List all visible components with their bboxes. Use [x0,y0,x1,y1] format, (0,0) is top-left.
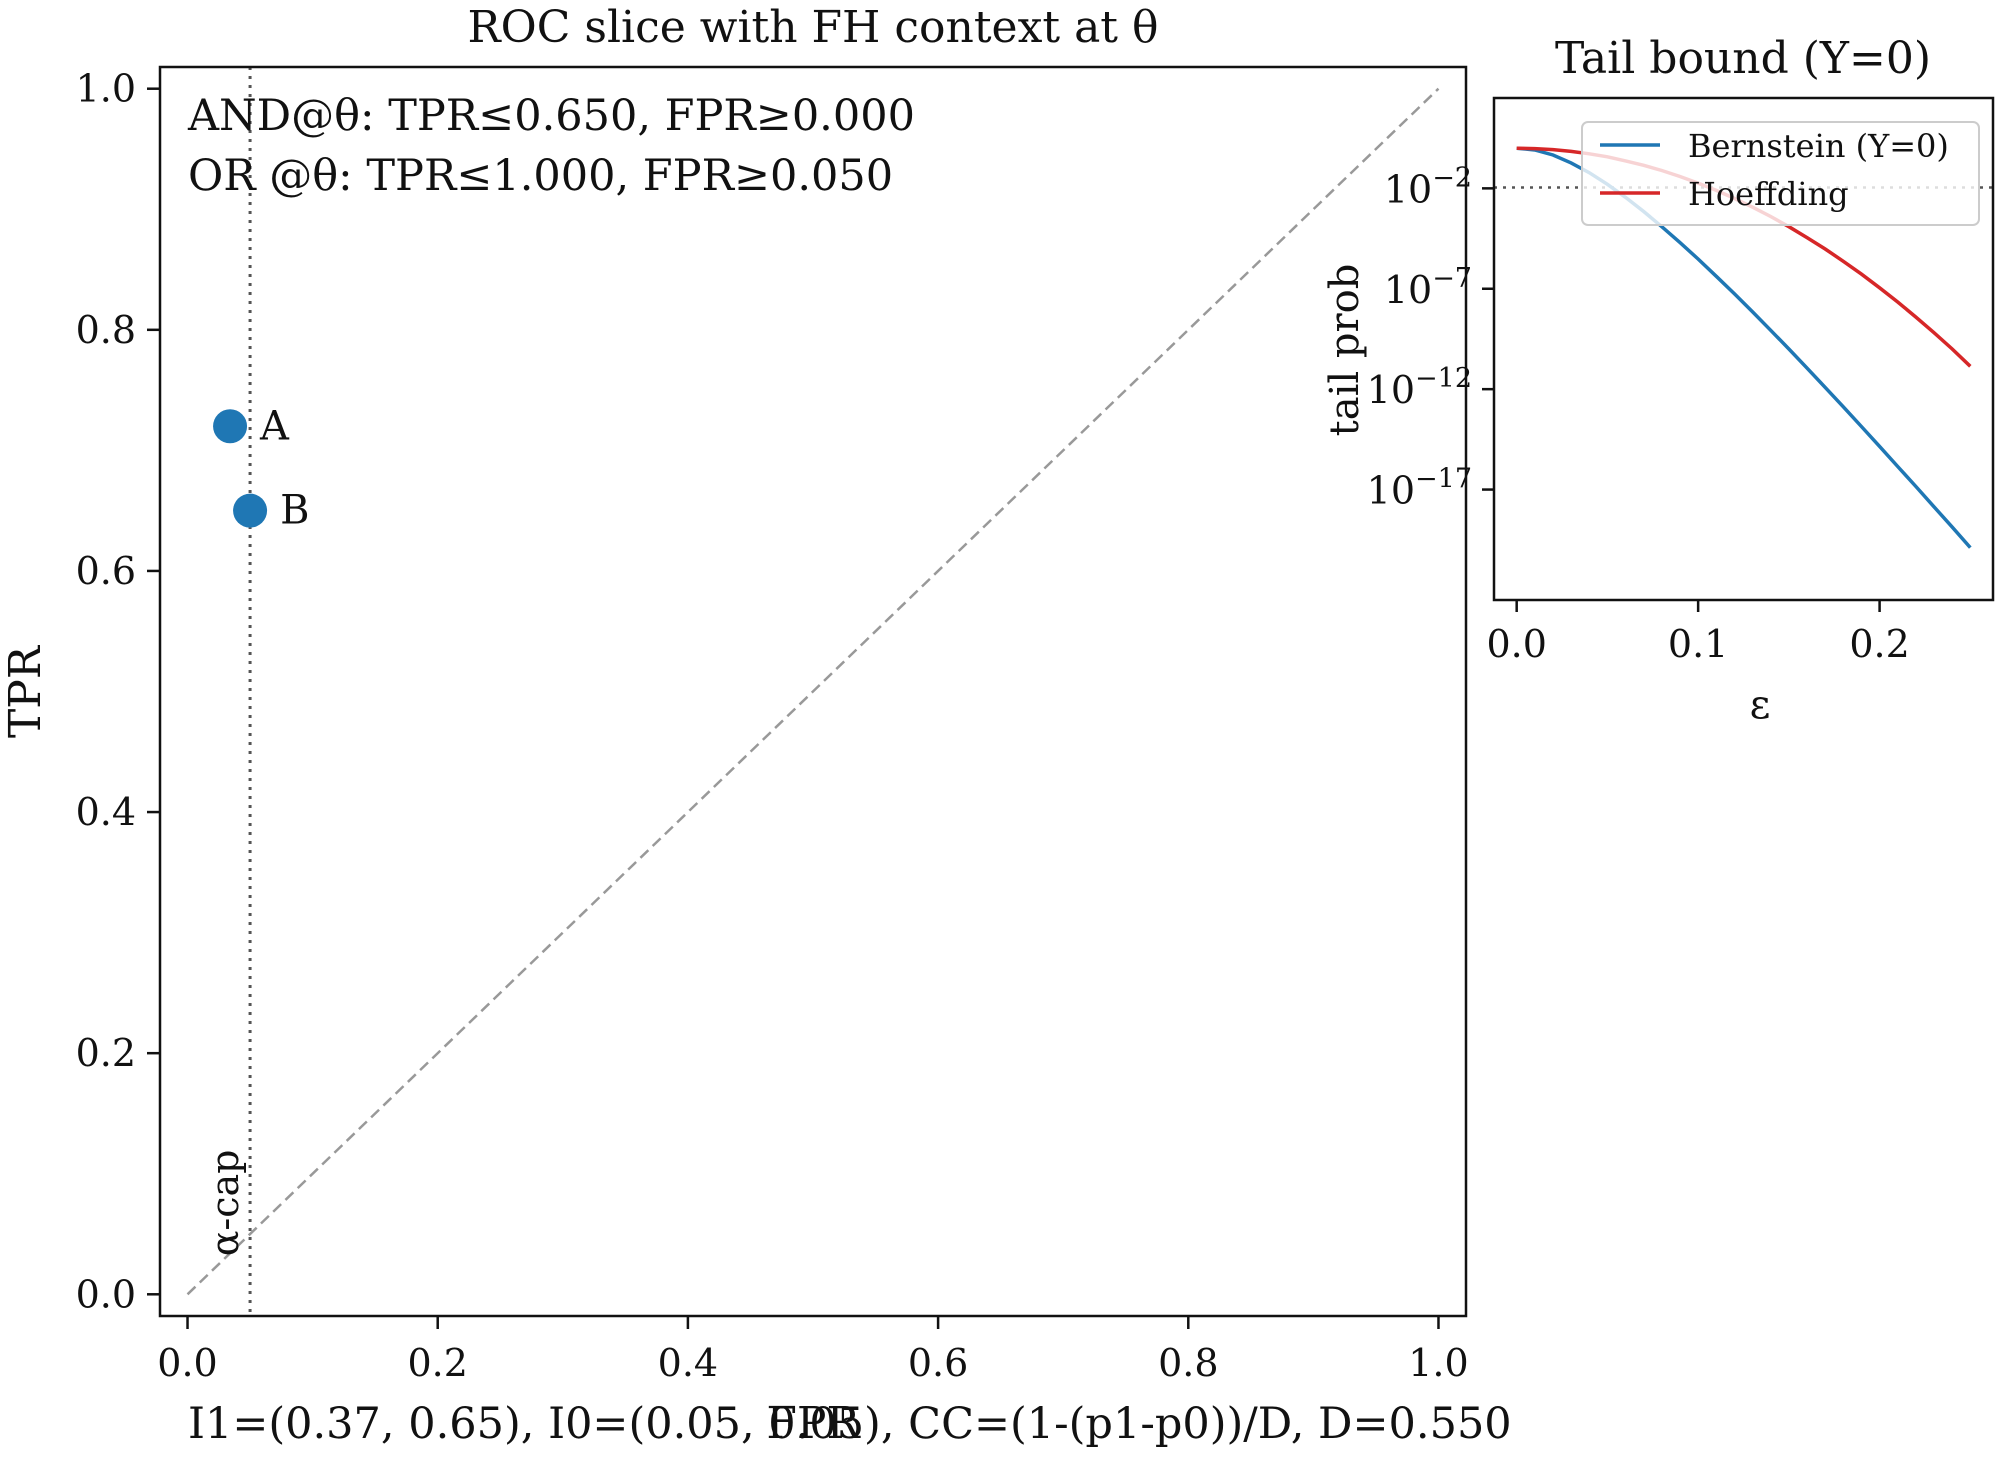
tail-bound-title: Tail bound (Y=0) [1555,33,1931,84]
y-tick-label: 0.8 [76,308,136,352]
inset-y-tick-label: 10−7 [1384,263,1472,312]
inset-y-tick-base: 10 [1367,469,1415,513]
inset-y-tick-base: 10 [1384,167,1432,211]
legend-box [1581,121,1980,226]
roc-point-b [233,493,268,528]
tail-bound-plot-frame [1492,96,1995,602]
y-tick-label: 1.0 [76,67,136,111]
y-tick-label: 0.4 [76,790,136,834]
x-tick-label: 0.4 [658,1341,718,1385]
y-tick-label: 0.0 [76,1272,136,1316]
inset-y-tick-exponent: −17 [1415,464,1472,495]
tail-bound-x-axis-label: ε [1750,682,1771,728]
legend-entry: Bernstein (Y=0) [1688,127,1949,165]
roc-annotation-and: AND@θ: TPR≤0.650, FPR≥0.000 [187,91,915,141]
roc-plot-frame [158,65,1468,1318]
y-tick-label: 0.6 [76,549,136,593]
x-tick-label: 0.8 [1158,1341,1218,1385]
roc-point-label-a: A [259,403,290,449]
roc-point-a [213,409,248,444]
tail-bound-y-axis-label: tail prob [1322,264,1368,437]
inset-y-tick-base: 10 [1384,268,1432,312]
roc-y-axis-label: TPR [0,644,51,738]
roc-marks: α-cap AB [186,67,1440,1316]
roc-point-label-b: B [280,488,309,534]
inset-y-tick-label: 10−17 [1367,464,1472,513]
inset-y-tick-label: 10−12 [1367,363,1472,412]
roc-title: ROC slice with FH context at θ [468,2,1159,53]
inset-y-tick-label: 10−2 [1384,162,1472,211]
inset-x-tick-label: 0.0 [1486,622,1546,666]
diagonal-reference-line [186,87,1440,1296]
inset-y-tick-exponent: −7 [1432,263,1472,294]
tail-bound-x-ticks: 0.0 0.1 0.2 [1486,600,1910,666]
roc-x-axis-label: FPR [766,1398,861,1449]
roc-y-ticks: 0.0 0.2 0.4 0.6 0.8 1.0 [76,67,160,1316]
roc-annotation-or: OR @θ: TPR≤1.000, FPR≥0.050 [188,151,893,201]
inset-y-tick-exponent: −12 [1415,363,1472,394]
x-tick-label: 0.2 [407,1341,467,1385]
inset-y-tick-base: 10 [1367,368,1415,412]
inset-x-tick-label: 0.1 [1668,622,1728,666]
y-tick-label: 0.2 [76,1031,136,1075]
x-tick-label: 0.0 [157,1341,217,1385]
inset-y-tick-exponent: −2 [1432,162,1472,193]
roc-footer-text: I1=(0.37, 0.65), I0=(0.05, 0.05), CC=(1-… [188,1399,1512,1449]
tail-bound-legend: Bernstein (Y=0) Hoeffding [1581,121,1980,226]
roc-x-ticks: 0.0 0.2 0.4 0.6 0.8 1.0 [157,1316,1469,1385]
x-tick-label: 0.6 [908,1341,968,1385]
inset-x-tick-label: 0.2 [1849,622,1909,666]
alpha-cap-label: α-cap [203,1150,247,1257]
x-tick-label: 1.0 [1408,1341,1468,1385]
legend-entry: Hoeffding [1688,175,1849,213]
